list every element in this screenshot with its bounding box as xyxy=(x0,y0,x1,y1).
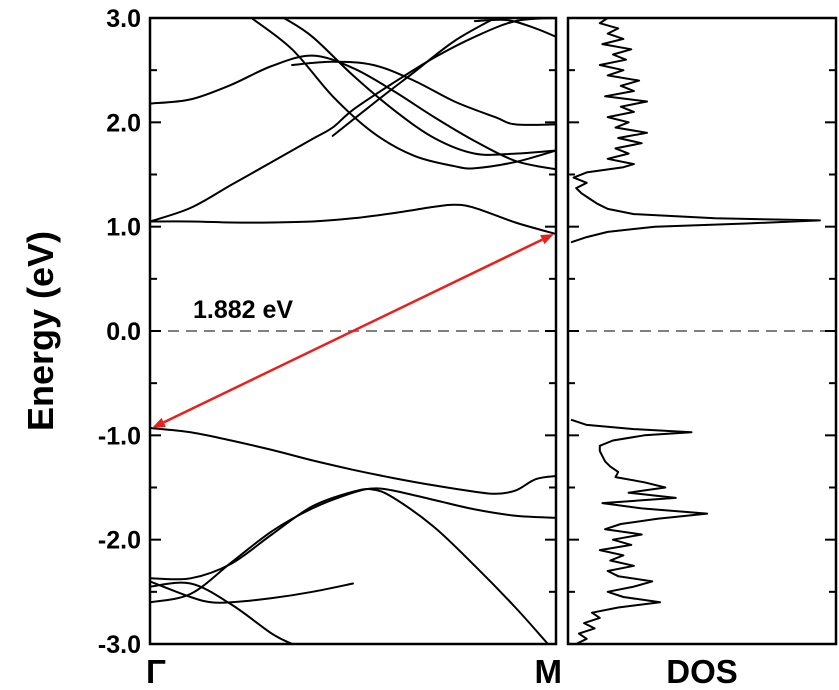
band-line-7 xyxy=(149,17,557,223)
gap-value-label: 1.882 eV xyxy=(193,296,293,324)
y-tick-label: 2.0 xyxy=(106,109,141,137)
band-line-9 xyxy=(283,17,557,156)
band-line-3 xyxy=(149,488,549,645)
y-tick-label: -1.0 xyxy=(98,422,141,450)
y-tick-label: 0.0 xyxy=(106,318,141,346)
band-line-5 xyxy=(149,580,354,604)
band-line-6 xyxy=(149,203,557,235)
dos-panel-frame xyxy=(566,16,838,646)
dos-x-label: DOS xyxy=(666,653,738,690)
y-tick-label: 1.0 xyxy=(106,214,141,242)
y-tick-labels: 3.0 2.0 1.0 0.0 -1.0 -2.0 -3.0 xyxy=(98,5,141,659)
band-line-13 xyxy=(473,18,557,38)
gap-arrow-head-end xyxy=(540,233,554,245)
band-gap-annotation: 1.882 eV xyxy=(152,233,554,429)
band-line-12 xyxy=(291,60,557,126)
band-line-4 xyxy=(149,581,294,645)
band-line-11 xyxy=(331,17,497,137)
band-line-8 xyxy=(149,54,557,171)
band-x-label: Γ xyxy=(146,653,166,690)
band-structure-panel: 1.882 eV xyxy=(148,16,558,646)
gap-arrow-head-start xyxy=(152,417,166,429)
dos-curve xyxy=(570,17,821,645)
y-axis-title: Energy (eV) xyxy=(20,231,61,431)
y-tick-label: -2.0 xyxy=(98,527,141,555)
band-line-1 xyxy=(149,427,557,495)
band-x-label: M xyxy=(535,653,563,690)
y-tick-label: -3.0 xyxy=(98,631,141,659)
band-curves xyxy=(149,17,557,645)
dos-panel xyxy=(566,16,838,646)
band-panel-frame xyxy=(148,16,558,646)
gap-arrow-shaft xyxy=(163,238,543,424)
band-line-10 xyxy=(250,17,557,170)
y-tick-label: 3.0 xyxy=(106,5,141,33)
